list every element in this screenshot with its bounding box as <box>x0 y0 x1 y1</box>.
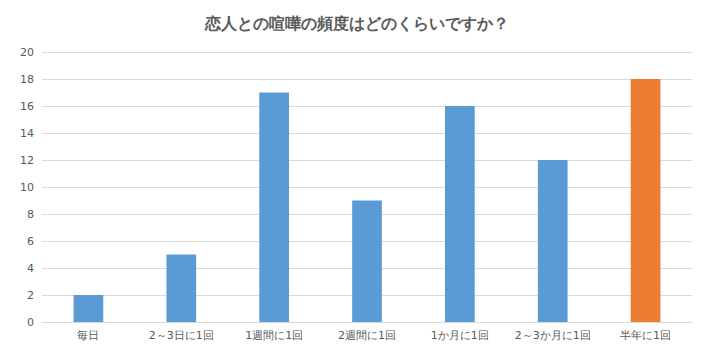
svg-text:2～3日に1回: 2～3日に1回 <box>149 329 214 342</box>
svg-text:8: 8 <box>27 208 34 221</box>
svg-text:恋人との喧嘩の頻度はどのくらいですか？: 恋人との喧嘩の頻度はどのくらいですか？ <box>204 14 509 33</box>
svg-text:10: 10 <box>20 181 34 194</box>
svg-text:4: 4 <box>27 262 34 275</box>
svg-text:18: 18 <box>20 73 34 86</box>
svg-text:2: 2 <box>27 289 34 302</box>
svg-text:2週間に1回: 2週間に1回 <box>338 329 396 342</box>
svg-text:14: 14 <box>20 127 34 140</box>
svg-text:0: 0 <box>27 316 34 329</box>
svg-text:1か月に1回: 1か月に1回 <box>431 329 489 342</box>
svg-text:2～3か月に1回: 2～3か月に1回 <box>515 329 591 342</box>
svg-text:20: 20 <box>20 46 34 59</box>
svg-text:1週間に1回: 1週間に1回 <box>245 329 303 342</box>
svg-text:12: 12 <box>20 154 34 167</box>
svg-text:毎日: 毎日 <box>77 329 99 342</box>
svg-text:16: 16 <box>20 100 34 113</box>
svg-text:6: 6 <box>27 235 34 248</box>
svg-text:半年に1回: 半年に1回 <box>620 329 671 342</box>
